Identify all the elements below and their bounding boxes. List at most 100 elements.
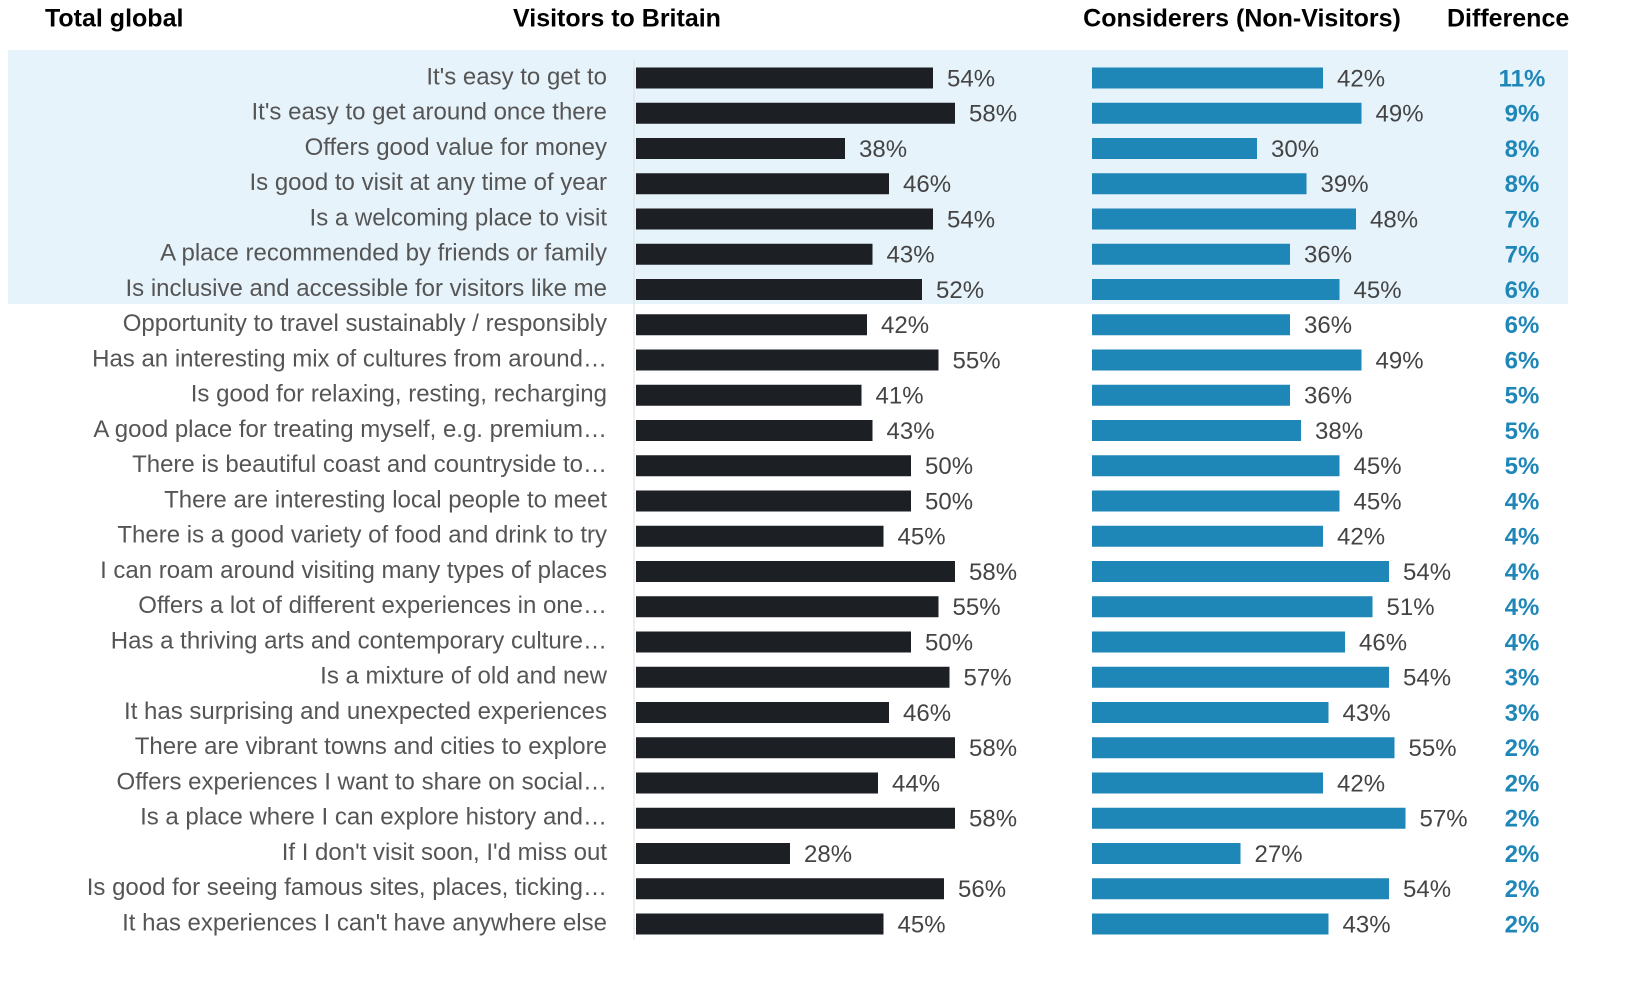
value-label: 42%	[1337, 65, 1385, 92]
bar	[1092, 455, 1340, 477]
bar	[636, 490, 911, 512]
bar	[636, 279, 922, 300]
difference-label: 11%	[1499, 65, 1546, 92]
category-label: There is a good variety of food and drin…	[117, 522, 607, 549]
value-label: 46%	[1359, 629, 1407, 656]
value-label: 57%	[964, 665, 1012, 692]
value-label: 27%	[1255, 841, 1303, 868]
category-label: There are interesting local people to me…	[164, 486, 607, 513]
bar	[636, 384, 862, 406]
category-label: If I don't visit soon, I'd miss out	[282, 839, 608, 866]
column-header: Difference	[1447, 5, 1569, 33]
value-label: 58%	[969, 559, 1017, 586]
value-label: 45%	[1354, 277, 1402, 304]
bar	[1092, 208, 1356, 230]
value-label: 41%	[876, 383, 924, 410]
value-label: 44%	[892, 770, 940, 797]
bar	[1092, 843, 1241, 864]
value-label: 49%	[1376, 347, 1424, 374]
category-label: Is good for relaxing, resting, rechargin…	[191, 381, 607, 408]
difference-label: 2%	[1505, 911, 1540, 938]
value-label: 45%	[1354, 453, 1402, 480]
value-label: 58%	[969, 806, 1017, 833]
value-label: 57%	[1420, 806, 1468, 833]
bar	[1092, 279, 1340, 300]
bar	[636, 208, 933, 230]
difference-label: 8%	[1505, 171, 1540, 198]
value-label: 45%	[1354, 488, 1402, 515]
category-label: It has experiences I can't have anywhere…	[122, 909, 607, 936]
category-label: A good place for treating myself, e.g. p…	[93, 416, 607, 443]
bar	[636, 878, 944, 900]
value-label: 43%	[1343, 700, 1391, 727]
bar	[636, 737, 955, 759]
bar	[636, 702, 889, 723]
bar	[1092, 525, 1323, 547]
bar	[1092, 631, 1345, 653]
value-label: 46%	[903, 171, 951, 198]
bar	[636, 314, 867, 336]
value-label: 43%	[1343, 911, 1391, 938]
category-label: Offers a lot of different experiences in…	[138, 592, 607, 619]
bar	[1092, 173, 1307, 195]
value-label: 42%	[881, 312, 929, 339]
value-label: 30%	[1271, 136, 1319, 163]
bar	[636, 420, 873, 441]
category-label: Opportunity to travel sustainably / resp…	[123, 310, 607, 337]
bar	[1092, 490, 1340, 512]
value-label: 45%	[898, 911, 946, 938]
bar	[1092, 702, 1329, 723]
value-label: 54%	[947, 65, 995, 92]
bar	[1092, 384, 1290, 406]
category-label: Is a mixture of old and new	[320, 663, 607, 690]
category-label: Is good for seeing famous sites, places,…	[87, 874, 607, 901]
bar	[636, 243, 873, 265]
value-label: 54%	[1403, 559, 1451, 586]
category-label: Has a thriving arts and contemporary cul…	[111, 627, 607, 654]
category-label: Is good to visit at any time of year	[249, 169, 607, 196]
difference-label: 2%	[1505, 841, 1540, 868]
category-label: Offers good value for money	[305, 134, 607, 161]
difference-label: 5%	[1505, 453, 1540, 480]
value-label: 55%	[953, 594, 1001, 621]
difference-label: 7%	[1505, 206, 1540, 233]
bar	[1092, 67, 1323, 89]
difference-label: 4%	[1505, 559, 1540, 586]
value-label: 58%	[969, 101, 1017, 128]
difference-label: 5%	[1505, 418, 1540, 445]
difference-label: 8%	[1505, 136, 1540, 163]
difference-label: 4%	[1505, 594, 1540, 621]
value-label: 48%	[1370, 206, 1418, 233]
difference-label: 7%	[1505, 242, 1540, 269]
value-label: 50%	[925, 629, 973, 656]
value-label: 36%	[1304, 242, 1352, 269]
difference-label: 5%	[1505, 383, 1540, 410]
chart-title: Total global	[45, 5, 183, 33]
bar	[1092, 737, 1395, 759]
difference-label: 4%	[1505, 629, 1540, 656]
value-label: 43%	[887, 242, 935, 269]
bar	[1092, 138, 1257, 159]
bar	[636, 666, 950, 688]
value-label: 36%	[1304, 312, 1352, 339]
difference-label: 2%	[1505, 876, 1540, 903]
value-label: 54%	[947, 206, 995, 233]
difference-label: 4%	[1505, 524, 1540, 551]
bar	[1092, 243, 1290, 265]
bar	[636, 102, 955, 124]
bar	[1092, 772, 1323, 794]
value-label: 46%	[903, 700, 951, 727]
bar	[636, 807, 955, 829]
bar	[636, 913, 884, 935]
bar	[636, 455, 911, 477]
category-label: Offers experiences I want to share on so…	[117, 768, 607, 795]
category-label: Is inclusive and accessible for visitors…	[125, 275, 607, 302]
column-header: Visitors to Britain	[513, 5, 721, 33]
value-label: 56%	[958, 876, 1006, 903]
value-label: 52%	[936, 277, 984, 304]
bar	[636, 138, 845, 159]
difference-label: 2%	[1505, 735, 1540, 762]
bar	[1092, 807, 1406, 829]
category-label: There are vibrant towns and cities to ex…	[135, 733, 607, 760]
